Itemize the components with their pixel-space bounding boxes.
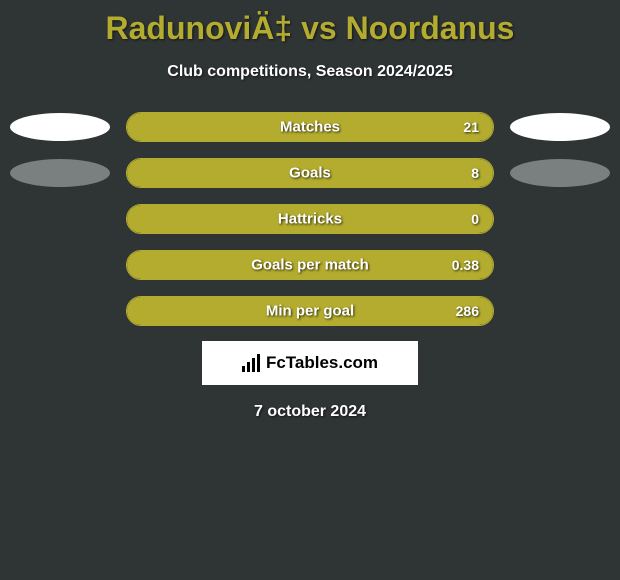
bar-track: Goals per match 0.38 — [126, 250, 494, 280]
comparison-chart: Matches 21 Goals 8 Hattricks 0 Goals per… — [10, 111, 610, 327]
stat-row: Goals per match 0.38 — [10, 249, 610, 281]
bar-track: Matches 21 — [126, 112, 494, 142]
bar-value: 8 — [471, 165, 479, 181]
fctables-logo[interactable]: FcTables.com — [202, 341, 418, 385]
stat-row: Min per goal 286 — [10, 295, 610, 327]
stat-row: Goals 8 — [10, 157, 610, 189]
stat-row: Matches 21 — [10, 111, 610, 143]
bar-label: Min per goal — [127, 303, 493, 320]
date-label: 7 october 2024 — [0, 403, 620, 421]
right-player-marker — [510, 113, 610, 141]
bar-track: Hattricks 0 — [126, 204, 494, 234]
bar-value: 21 — [463, 119, 479, 135]
bar-value: 286 — [456, 303, 479, 319]
bar-label: Matches — [127, 119, 493, 136]
bars-icon — [242, 354, 260, 372]
logo-text: FcTables.com — [266, 353, 378, 373]
bar-label: Hattricks — [127, 211, 493, 228]
right-player-marker — [510, 159, 610, 187]
bar-track: Goals 8 — [126, 158, 494, 188]
left-player-marker — [10, 113, 110, 141]
bar-value: 0 — [471, 211, 479, 227]
page-title: RadunoviÄ‡ vs Noordanus — [0, 0, 620, 47]
left-player-marker — [10, 159, 110, 187]
bar-label: Goals per match — [127, 257, 493, 274]
bar-label: Goals — [127, 165, 493, 182]
subtitle: Club competitions, Season 2024/2025 — [0, 63, 620, 81]
bar-track: Min per goal 286 — [126, 296, 494, 326]
bar-value: 0.38 — [452, 257, 479, 273]
stat-row: Hattricks 0 — [10, 203, 610, 235]
